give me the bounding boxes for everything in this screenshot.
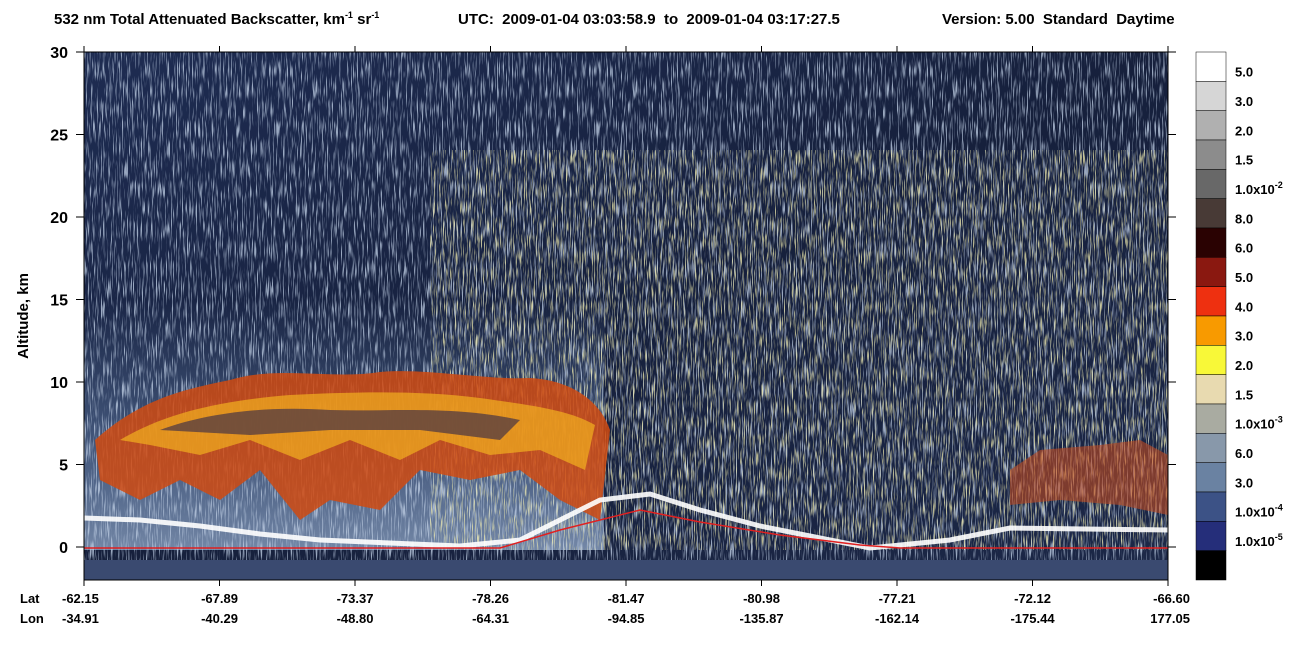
colorbar-swatch (1195, 51, 1227, 82)
lon-label: -162.14 (875, 611, 920, 626)
lat-label: -66.60 (1153, 591, 1190, 606)
y-tick-label: 10 (50, 375, 68, 392)
colorbar-swatch (1195, 169, 1227, 199)
colorbar-label: 3.0 (1235, 329, 1253, 344)
colorbar-label-text: 5.0 (1235, 270, 1253, 285)
colorbar-label-text: 1.0x10 (1235, 417, 1275, 432)
backscatter-image (84, 52, 1168, 580)
colorbar-swatch (1195, 403, 1227, 434)
lon-label: -40.29 (201, 611, 238, 626)
colorbar-label-text: 1.0x10 (1235, 182, 1275, 197)
lat-label: -67.89 (201, 591, 238, 606)
colorbar-label: 2.0 (1235, 123, 1253, 138)
lon-label: -64.31 (472, 611, 509, 626)
colorbar-label-text: 5.0 (1235, 65, 1253, 80)
colorbar-label-exponent: -3 (1275, 415, 1283, 425)
colorbar-swatch (1195, 81, 1227, 111)
colorbar-swatch (1195, 345, 1227, 375)
y-tick-label: 0 (59, 540, 68, 557)
title-unit: sr (353, 11, 372, 28)
colorbar-swatch (1195, 227, 1227, 258)
lat-label: -62.15 (62, 591, 99, 606)
colorbar-swatch (1195, 286, 1227, 317)
colorbar-label-text: 6.0 (1235, 446, 1253, 461)
colorbar-label: 1.5 (1235, 387, 1253, 402)
title-superscript: -1 (345, 10, 353, 20)
colorbar-label-text: 2.0 (1235, 358, 1253, 373)
colorbar-swatch (1195, 550, 1227, 581)
y-tick-label: 5 (59, 458, 68, 475)
colorbar-label-text: 1.5 (1235, 153, 1253, 168)
x-row-label: Lon (20, 611, 44, 626)
colorbar-label: 4.0 (1235, 299, 1253, 314)
colorbar-label-text: 3.0 (1235, 329, 1253, 344)
lon-label: -48.80 (337, 611, 374, 626)
colorbar-label-exponent: -4 (1275, 503, 1283, 513)
colorbar-label-exponent: -5 (1275, 532, 1283, 542)
lon-label: 177.05 (1150, 611, 1190, 626)
title-text: 532 nm Total Attenuated Backscatter, km (54, 11, 345, 28)
lat-label: -72.12 (1014, 591, 1051, 606)
colorbar-swatch (1195, 374, 1227, 405)
colorbar-label: 5.0 (1235, 270, 1253, 285)
lon-label: -34.91 (62, 611, 99, 626)
colorbar-label: 2.0 (1235, 358, 1253, 373)
colorbar-label: 6.0 (1235, 241, 1253, 256)
colorbar-label: 5.0 (1235, 65, 1253, 80)
lat-label: -73.37 (337, 591, 374, 606)
colorbar-swatch (1195, 257, 1227, 287)
colorbar-swatch (1195, 315, 1227, 346)
y-tick-label: 25 (50, 128, 68, 145)
colorbar-label-exponent: -2 (1275, 180, 1283, 190)
lat-label: -77.21 (879, 591, 916, 606)
version: Version: 5.00 Standard Daytime (942, 11, 1175, 28)
colorbar-swatch (1195, 198, 1227, 229)
colorbar-label-text: 8.0 (1235, 211, 1253, 226)
colorbar-label: 3.0 (1235, 475, 1253, 490)
colorbar-swatch (1195, 110, 1227, 141)
colorbar-label-text: 1.0x10 (1235, 505, 1275, 520)
utc-range: UTC: 2009-01-04 03:03:58.9 to 2009-01-04… (458, 11, 840, 28)
y-axis-label: Altitude, km (15, 273, 32, 359)
lon-label: -135.87 (739, 611, 783, 626)
lat-label: -80.98 (743, 591, 780, 606)
x-row-label: Lat (20, 591, 40, 606)
colorbar-swatch (1195, 139, 1227, 170)
y-tick-label: 20 (50, 210, 68, 227)
chart-title: 532 nm Total Attenuated Backscatter, km-… (54, 10, 379, 28)
colorbar-label: 1.5 (1235, 153, 1253, 168)
colorbar-swatch (1195, 521, 1227, 551)
lon-label: -175.44 (1010, 611, 1055, 626)
colorbar-label: 1.0x10-2 (1235, 180, 1283, 197)
colorbar-label: 1.0x10-5 (1235, 532, 1283, 549)
colorbar-label: 1.0x10-4 (1235, 503, 1283, 520)
y-tick-label: 15 (50, 293, 68, 310)
lat-label: -81.47 (608, 591, 645, 606)
colorbar-label-text: 1.5 (1235, 387, 1253, 402)
colorbar-label-text: 4.0 (1235, 299, 1253, 314)
lon-label: -94.85 (608, 611, 645, 626)
colorbar-label-text: 6.0 (1235, 241, 1253, 256)
colorbar-label-text: 1.0x10 (1235, 534, 1275, 549)
colorbar-swatch (1195, 433, 1227, 463)
colorbar-label-text: 2.0 (1235, 123, 1253, 138)
colorbar-label-text: 3.0 (1235, 475, 1253, 490)
colorbar-label: 1.0x10-3 (1235, 415, 1283, 432)
colorbar-swatch (1195, 462, 1227, 493)
colorbar-label: 6.0 (1235, 446, 1253, 461)
lat-label: -78.26 (472, 591, 509, 606)
title-superscript: -1 (371, 10, 379, 20)
colorbar-label-text: 3.0 (1235, 94, 1253, 109)
colorbar-label: 8.0 (1235, 211, 1253, 226)
colorbar-label: 3.0 (1235, 94, 1253, 109)
colorbar-swatch (1195, 491, 1227, 522)
y-tick-label: 30 (50, 45, 68, 62)
